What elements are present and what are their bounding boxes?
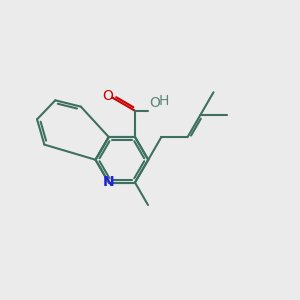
Text: O: O	[102, 88, 113, 103]
Text: O: O	[149, 96, 160, 110]
Text: H: H	[159, 94, 169, 108]
Text: N: N	[102, 176, 114, 190]
